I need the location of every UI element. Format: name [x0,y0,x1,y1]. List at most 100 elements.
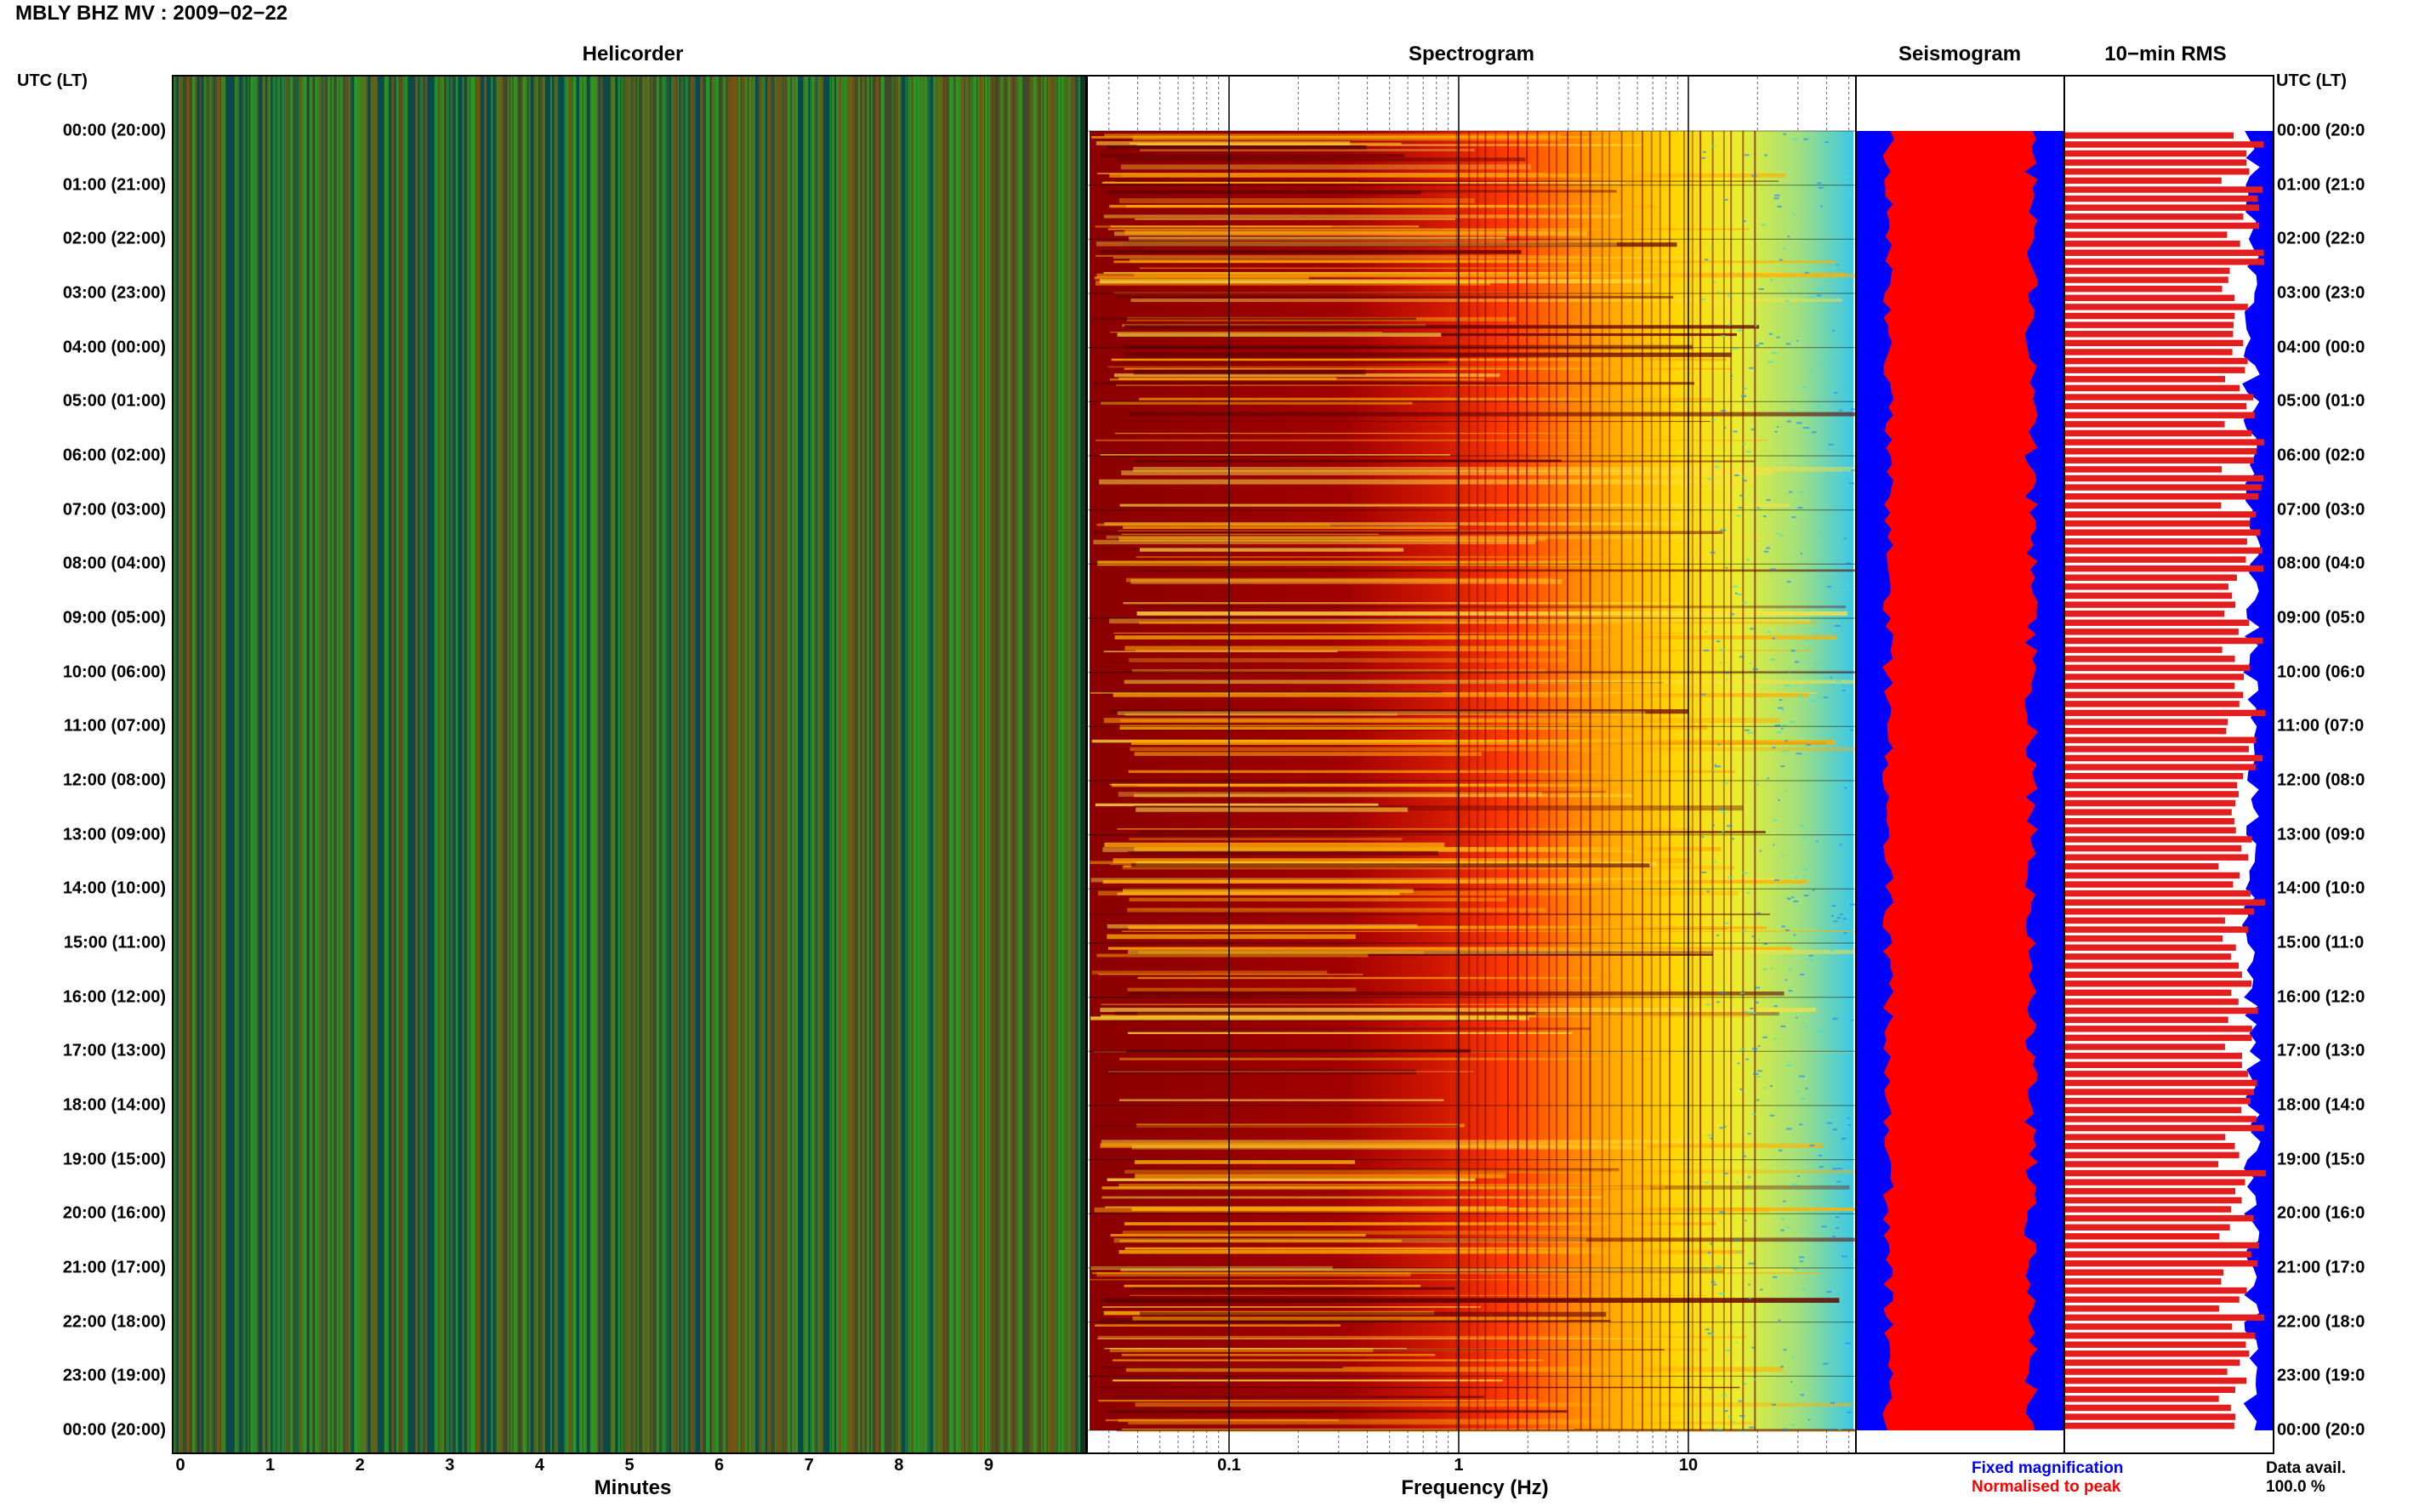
spectrogram-speckle [1700,693,1706,696]
helicorder-trace [662,77,666,1452]
rms-bar [2065,1206,2231,1213]
rms-bar [2065,394,2254,401]
helicorder-trace [715,77,719,1452]
spectrogram-speckle [1755,344,1760,347]
helicorder-trace [937,77,942,1452]
rms-bar [2065,1242,2259,1249]
helicorder-trace [272,77,275,1452]
spectrogram-speckle [1842,918,1847,920]
helicorder-trace [1077,77,1081,1452]
spectrogram-speckle [1834,391,1838,394]
spectrogram-speckle [1823,696,1828,699]
helicorder-trace [978,77,982,1452]
spectrogram-streak [1134,272,1846,277]
spectrogram-speckle [1812,431,1817,434]
helicorder-trace [1065,77,1067,1452]
rms-bar [2065,872,2240,879]
time-tick-left: 05:00 (01:00) [62,391,166,411]
spectrogram-speckle [1837,1428,1842,1430]
rms-bar [2065,547,2262,554]
helicorder-trace [725,77,727,1452]
helicorder-trace [629,77,631,1452]
spectrogram-streak [1133,369,1366,375]
helicorder-trace [621,77,624,1452]
spectrogram-speckle [1723,1126,1727,1128]
data-avail-label: Data avail. [2266,1459,2346,1477]
time-tick-left: 01:00 (21:00) [62,175,166,195]
rms-bar [2065,610,2225,617]
spectrogram-streak [1134,847,1722,851]
spectrogram-speckle [1740,395,1747,397]
spectrogram-speckle [1771,352,1778,355]
helicorder-trace [766,77,770,1452]
rms-bar [2065,357,2248,365]
rms-bar [2065,1314,2265,1322]
helicorder-trace [1058,77,1062,1452]
spectrogram-speckle [1757,1070,1762,1072]
rms-bar [2065,1332,2256,1339]
helicorder-trace [550,77,552,1452]
spectrogram-streak [1124,1222,1716,1225]
spectrogram-speckle [1799,1123,1803,1126]
spectrogram-speckle [1701,836,1705,838]
spectrogram-speckle [1817,182,1822,185]
helicorder-trace [822,77,824,1452]
spectrogram-streak [1131,1208,1855,1211]
time-tick-left: 23:00 (19:00) [62,1366,166,1385]
spectrogram-speckle [1824,1154,1830,1157]
spectrogram-streak [1124,352,1732,357]
spectrogram-streak [1122,1430,1854,1432]
spectrogram-speckle [1831,915,1834,917]
spectrogram-speckle [1782,247,1786,250]
spectrogram-speckle [1745,451,1751,453]
helicorder-x-tick: 5 [624,1456,635,1475]
helicorder-trace [192,77,196,1452]
spectrogram-speckle [1837,1168,1843,1170]
helicorder-trace [646,77,650,1452]
helicorder-trace [440,77,443,1452]
helicorder-trace [909,77,911,1452]
spectrogram-streak [1122,930,1855,932]
spectrogram-speckle [1827,1429,1834,1431]
spectrogram-streak [1105,662,1363,663]
spectrogram-speckle [1846,584,1849,587]
helicorder-trace [1037,77,1039,1452]
spectrogram-speckle [1762,968,1767,970]
spectrogram-speckle [1843,537,1847,540]
spectrogram-speckle [1806,743,1811,746]
spectrogram-speckle [1790,720,1795,723]
spectrogram-speckle [1772,747,1776,749]
helicorder-trace [523,77,526,1452]
helicorder-trace [907,77,911,1452]
helicorder-trace [758,77,761,1452]
utc-label-left: UTC (LT) [17,71,88,90]
helicorder-trace [626,77,629,1452]
helicorder-trace [1064,77,1066,1452]
rms-bar [2065,493,2259,500]
spectrogram-streak [1126,925,1644,927]
spectrogram-speckle [1849,1259,1855,1261]
spectrogram-streak [1103,1367,1343,1368]
spectrogram-streak [1092,1272,1820,1275]
spectrogram-streak [1109,173,1786,178]
spectrogram-speckle [1753,1378,1756,1381]
spectrogram-streak [1130,298,1842,303]
spectrogram-streak [1090,861,1601,865]
rms-bar [2065,1151,2240,1159]
spectrogram-speckle [1826,944,1829,946]
spectrogram-speckle [1836,917,1841,919]
spectrogram-speckle [1763,943,1767,945]
rms-bar [2065,809,2232,816]
helicorder-trace [637,77,639,1452]
spectrogram-streak [1133,805,1744,811]
time-tick-right: 09:00 (05:0 [2277,608,2365,628]
spectrogram-streak [1103,718,1780,724]
spectrogram-streak [1139,267,1659,270]
helicorder-trace [910,77,912,1452]
spectrogram-speckle [1705,631,1707,633]
helicorder-trace [219,77,222,1452]
spectrogram-streak [1117,711,1646,715]
rms-bar [2065,1124,2264,1132]
spectrogram-speckle [1833,848,1838,850]
rms-bar [2065,511,2257,518]
